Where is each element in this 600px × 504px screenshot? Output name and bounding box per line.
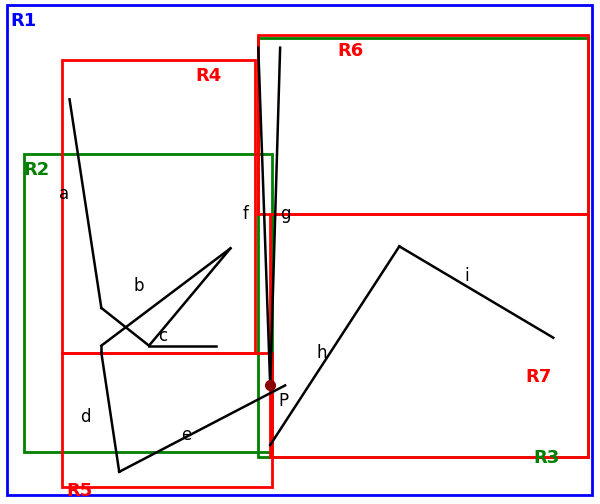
Text: e: e — [181, 426, 191, 444]
Text: R5: R5 — [67, 482, 93, 500]
Bar — [24, 154, 272, 452]
Bar — [62, 59, 256, 353]
Bar — [258, 38, 588, 457]
Text: a: a — [59, 184, 68, 203]
Text: P: P — [278, 392, 288, 410]
Text: c: c — [158, 327, 167, 345]
Text: R4: R4 — [196, 67, 222, 85]
Text: R7: R7 — [526, 367, 552, 386]
Text: R3: R3 — [533, 449, 560, 467]
Text: R1: R1 — [10, 12, 36, 30]
Text: R2: R2 — [24, 161, 50, 179]
Bar — [270, 214, 588, 457]
Bar — [62, 353, 272, 487]
Text: b: b — [134, 277, 145, 295]
Text: R6: R6 — [338, 42, 364, 59]
Text: g: g — [280, 205, 290, 223]
Text: h: h — [317, 344, 327, 362]
Text: i: i — [464, 267, 469, 285]
Text: d: d — [80, 408, 91, 426]
Text: f: f — [242, 205, 248, 223]
Bar — [258, 35, 588, 214]
